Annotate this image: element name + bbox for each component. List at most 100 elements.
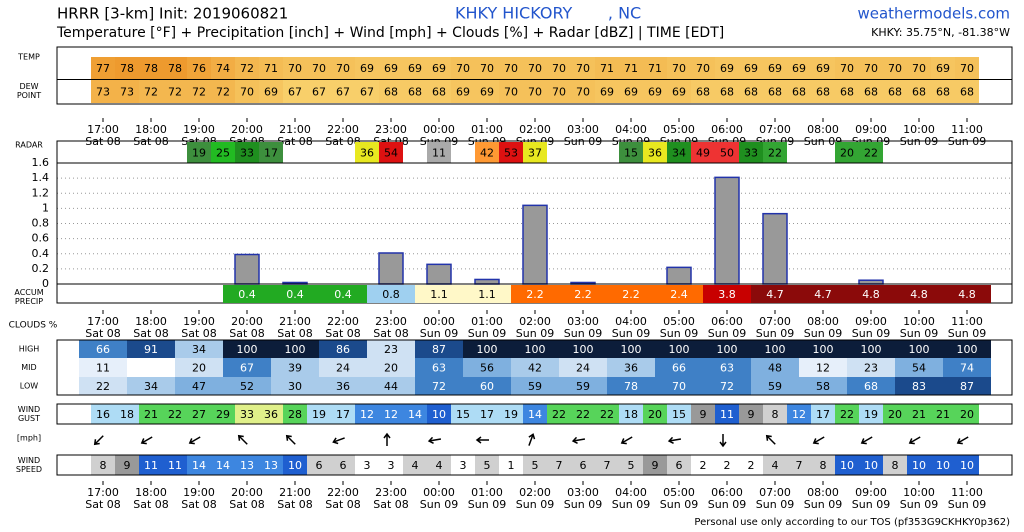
cell-label: 10 [960,459,974,472]
cell [499,57,523,79]
cell [643,455,667,475]
cell [127,340,175,358]
cell-label: 28 [288,408,302,421]
cell [835,80,859,103]
cell [115,455,139,475]
wind-arrow [237,434,248,445]
day-label: Sun 09 [612,498,650,511]
cell [319,340,367,358]
cell [571,80,595,103]
cell [175,340,223,358]
cell-label: 70 [672,380,686,393]
cell [355,142,379,163]
cell [571,57,595,79]
cell [595,455,619,475]
wind-arrow [140,436,153,445]
cell [259,80,283,103]
cell [715,142,739,163]
cell [427,80,451,103]
row-label: [mph] [17,434,41,443]
cell-label: 60 [480,380,494,393]
cell-label: 6 [676,459,683,472]
cell-label: 29 [216,408,230,421]
time-label: 08:00 [807,315,839,328]
cell-label: 59 [576,380,590,393]
time-label: 07:00 [759,315,791,328]
cell-label: 68 [912,86,926,99]
cell [559,285,607,303]
cell [691,404,715,424]
cell [763,404,787,424]
cell [835,57,859,79]
cell-label: 22 [96,380,110,393]
cell [91,455,115,475]
day-label: Sat 08 [373,327,409,340]
cell [235,142,259,163]
row-frame [56,339,1013,396]
site: weathermodels.com [857,5,1010,23]
cell-label: 22 [864,147,878,160]
cell [883,455,907,475]
cell-label: 11 [144,459,158,472]
row-label: WIND [18,456,40,465]
cell [859,455,883,475]
time-label: 03:00 [567,123,599,136]
cell [463,358,511,377]
time-label: 00:00 [423,123,455,136]
cell [739,455,763,475]
cell-label: 70 [960,62,974,75]
cell [307,80,331,103]
time-label: 11:00 [951,486,983,499]
day-label: Sat 08 [85,498,121,511]
cell [379,455,403,475]
cell [751,340,799,358]
cell [559,340,607,358]
cell-label: 67 [240,362,254,375]
cell-label: 59 [768,380,782,393]
cell-label: 70 [336,62,350,75]
cell [835,142,859,163]
cell [523,455,547,475]
cell [499,80,523,103]
cell-label: 8 [772,408,779,421]
cell-label: 73 [120,86,134,99]
time-label: 02:00 [519,315,551,328]
cell [511,358,559,377]
cell [703,285,751,303]
cell-label: 36 [336,380,350,393]
cell-label: 0.8 [382,288,400,301]
time-label: 22:00 [327,315,359,328]
cell [703,340,751,358]
cell [715,404,739,424]
cell [283,57,307,79]
cell-label: 72 [216,86,230,99]
cell [403,80,427,103]
cell [547,455,571,475]
cell [139,80,163,103]
cell-label: 19 [192,147,206,160]
cell [559,377,607,395]
time-label: 04:00 [615,315,647,328]
cell [355,404,379,424]
cell [211,142,235,163]
cell-label: 69 [792,62,806,75]
cell-label: 23 [384,343,398,356]
cell-label: 37 [528,147,542,160]
cell-label: 52 [240,380,254,393]
row-label: TEMP [17,53,40,62]
time-label: 23:00 [375,315,407,328]
cell-label: 70 [840,62,854,75]
cell [211,455,235,475]
cell-label: 12 [816,362,830,375]
bar [234,253,260,285]
cell [187,80,211,103]
time-label: 02:00 [519,486,551,499]
cell-label: 3 [364,459,371,472]
cell [259,404,283,424]
time-label: 05:00 [663,315,695,328]
cell [115,404,139,424]
cell-label: 77 [96,62,110,75]
cell [547,57,571,79]
cell [739,142,763,163]
